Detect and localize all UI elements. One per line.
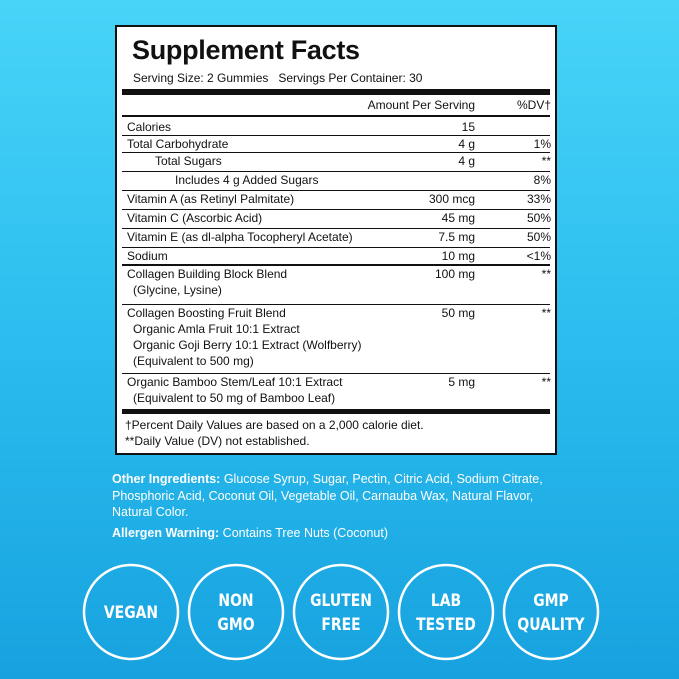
label: Allergen Warning:	[112, 526, 220, 540]
row-divider	[122, 247, 550, 248]
amount: 300 mcg	[428, 192, 475, 206]
divider	[122, 89, 550, 95]
daily-value: 8%	[533, 173, 551, 187]
amount: 100 mg	[434, 267, 475, 281]
row-divider	[122, 228, 550, 229]
nutrient-name: (Glycine, Lysine)	[133, 283, 222, 297]
nutrient-name: (Equivalent to 500 mg)	[133, 354, 254, 368]
amount: 15	[461, 120, 475, 134]
nutrient-name: Organic Bamboo Stem/Leaf 10:1 Extract	[127, 375, 343, 389]
amount: 7.5 mg	[438, 230, 475, 244]
title: Supplement Facts	[132, 35, 360, 65]
daily-value: 1%	[533, 137, 551, 151]
daily-value: 50%	[526, 230, 551, 244]
amount: 10 mg	[441, 249, 475, 263]
nutrient-name: Collagen Boosting Fruit Blend	[127, 306, 286, 320]
nutrient-name: Collagen Building Block Blend	[127, 267, 288, 281]
divider	[122, 409, 550, 414]
footnote: †Percent Daily Values are based on a 2,0…	[125, 418, 424, 432]
badge-text: LAB	[431, 591, 461, 611]
nutrient-name: Total Sugars	[155, 154, 222, 168]
badge-text: GMP	[533, 591, 569, 611]
badge-text: GLUTEN	[310, 591, 372, 611]
badge-circle	[502, 563, 600, 661]
text: Contains Tree Nuts (Coconut)	[222, 526, 389, 540]
badge-circle	[82, 563, 180, 661]
row-divider	[122, 171, 550, 172]
nutrient-name: Organic Amla Fruit 10:1 Extract	[133, 322, 300, 336]
nutrient-name: Sodium	[127, 249, 168, 263]
daily-value: **	[541, 267, 551, 281]
nutrient-name: Vitamin E (as dl-alpha Tocopheryl Acetat…	[127, 230, 353, 244]
daily-value: **	[541, 375, 551, 389]
badge-circle	[292, 563, 390, 661]
badges: VEGAN NON GMO GLUTEN FREE LAB TESTED GMP QUALITY	[82, 563, 600, 661]
daily-value: **	[541, 154, 551, 168]
amount: 45 mg	[441, 211, 475, 225]
badge-text: QUALITY	[517, 615, 585, 635]
daily-value: <1%	[526, 249, 551, 263]
row-divider	[122, 152, 550, 153]
text: Glucose Syrup, Sugar, Pectin, Citric Aci…	[112, 472, 543, 519]
daily-value: 33%	[526, 192, 551, 206]
nutrient-name: Vitamin C (Ascorbic Acid)	[127, 211, 263, 225]
amount: 4 g	[458, 154, 475, 168]
column-header: %DV†	[516, 98, 551, 112]
label: Other Ingredients:	[112, 472, 221, 486]
daily-value: 50%	[526, 211, 551, 225]
row-divider	[122, 264, 550, 266]
badge-text: TESTED	[416, 615, 476, 635]
badge-text: VEGAN	[104, 603, 158, 623]
other-ingredients: Other Ingredients: Glucose Syrup, Sugar,…	[112, 471, 562, 521]
nutrient-name: (Equivalent to 50 mg of Bamboo Leaf)	[133, 391, 336, 405]
footnote: **Daily Value (DV) not established.	[125, 434, 310, 448]
supplement-facts-panel: Supplement Facts Serving Size: 2 Gummies…	[115, 25, 557, 455]
row-divider	[122, 304, 550, 305]
row-divider	[122, 373, 550, 374]
badge-circle	[187, 563, 285, 661]
allergen-warning: Allergen Warning: Contains Tree Nuts (Co…	[112, 525, 562, 542]
nutrient-name: Includes 4 g Added Sugars	[175, 173, 319, 187]
column-header: Amount Per Serving	[367, 98, 475, 112]
nutrient-name: Calories	[127, 120, 172, 134]
amount: 5 mg	[448, 375, 475, 389]
row-divider	[122, 209, 550, 210]
nutrient-name: Organic Goji Berry 10:1 Extract (Wolfber…	[133, 338, 362, 352]
badge-text: GMO	[217, 615, 254, 635]
nutrient-name: Vitamin A (as Retinyl Palmitate)	[127, 192, 295, 206]
serving-info: Serving Size: 2 Gummies Servings Per Con…	[133, 71, 423, 85]
row-divider	[122, 190, 550, 191]
badge-circle	[397, 563, 495, 661]
badge-text: NON	[218, 591, 253, 611]
amount: 4 g	[458, 137, 475, 151]
nutrient-name: Total Carbohydrate	[127, 137, 229, 151]
row-divider	[122, 135, 550, 136]
badge-text: FREE	[321, 615, 360, 635]
amount: 50 mg	[441, 306, 475, 320]
divider	[122, 115, 550, 117]
daily-value: **	[541, 306, 551, 320]
